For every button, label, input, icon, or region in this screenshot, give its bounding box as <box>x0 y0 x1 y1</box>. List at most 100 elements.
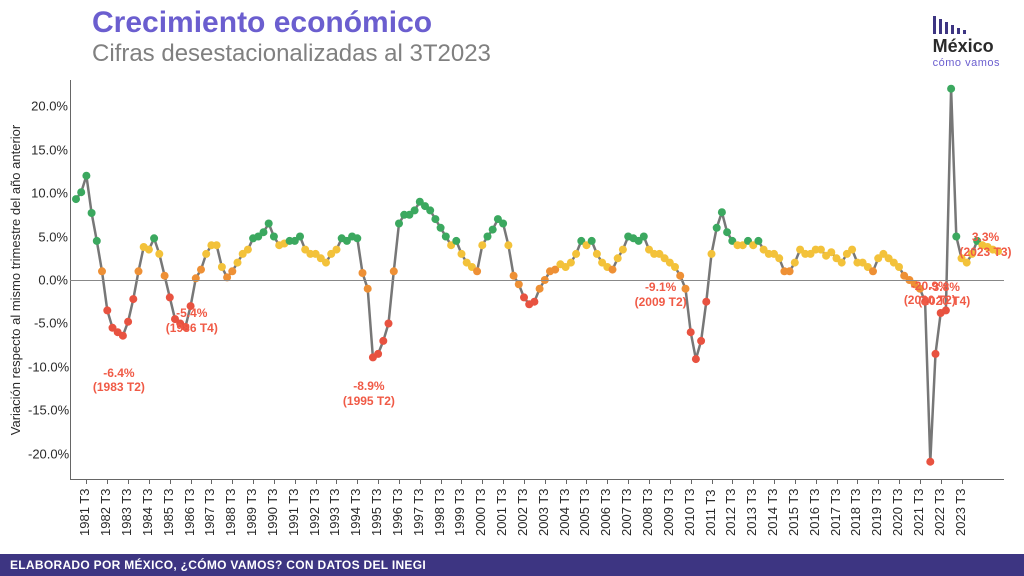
x-tick-mark <box>962 479 963 484</box>
data-point <box>213 241 221 249</box>
x-tick-mark <box>461 479 462 484</box>
x-tick-mark <box>211 479 212 484</box>
data-point <box>619 246 627 254</box>
x-tick-label: 1992 T3 <box>307 489 322 536</box>
data-point <box>567 259 575 267</box>
data-point <box>499 220 507 228</box>
x-tick-label: 2008 T3 <box>640 489 655 536</box>
x-tick-label: 1990 T3 <box>265 489 280 536</box>
x-tick-mark <box>316 479 317 484</box>
data-point <box>395 220 403 228</box>
x-tick-mark <box>628 479 629 484</box>
data-point <box>98 267 106 275</box>
data-point <box>260 228 268 236</box>
x-tick-mark <box>878 479 879 484</box>
data-point <box>353 234 361 242</box>
data-point <box>510 272 518 280</box>
chart-plot-area: -20.0%-15.0%-10.0%-5.0%0.0%5.0%10.0%15.0… <box>70 80 1004 480</box>
x-tick-label: 1994 T3 <box>348 489 363 536</box>
data-point <box>426 206 434 214</box>
x-tick-mark <box>336 479 337 484</box>
data-point <box>72 195 80 203</box>
x-tick-mark <box>670 479 671 484</box>
data-point <box>489 226 497 234</box>
x-tick-label: 2004 T3 <box>557 489 572 536</box>
data-point <box>676 272 684 280</box>
data-point <box>692 355 700 363</box>
x-tick-label: 2000 T3 <box>473 489 488 536</box>
x-tick-label: 2020 T3 <box>890 489 905 536</box>
x-tick-label: 1987 T3 <box>202 489 217 536</box>
data-point <box>708 250 716 258</box>
y-tick-label: -10.0% <box>28 359 68 374</box>
x-tick-label: 2014 T3 <box>765 489 780 536</box>
data-point <box>296 233 304 241</box>
x-tick-label: 1997 T3 <box>411 489 426 536</box>
brand-logo: México cómo vamos <box>933 16 1000 69</box>
y-tick-label: -5.0% <box>28 316 68 331</box>
data-point <box>270 233 278 241</box>
callout-annotation: -3.8%(2020 T4) <box>918 280 970 309</box>
x-tick-mark <box>274 479 275 484</box>
data-point <box>687 328 695 336</box>
data-point <box>504 241 512 249</box>
x-tick-label: 1991 T3 <box>286 489 301 536</box>
data-point <box>442 233 450 241</box>
x-tick-label: 2001 T3 <box>494 489 509 536</box>
data-point <box>411 206 419 214</box>
x-tick-mark <box>837 479 838 484</box>
x-tick-mark <box>920 479 921 484</box>
x-tick-label: 1993 T3 <box>327 489 342 536</box>
x-tick-label: 2003 T3 <box>536 489 551 536</box>
x-tick-mark <box>191 479 192 484</box>
callout-annotation: -9.1%(2009 T2) <box>635 280 687 309</box>
x-tick-label: 1983 T3 <box>119 489 134 536</box>
data-point <box>536 285 544 293</box>
y-tick-label: -15.0% <box>28 403 68 418</box>
chart-subtitle: Cifras desestacionalizadas al 3T2023 <box>92 40 491 68</box>
data-line <box>76 89 998 462</box>
x-tick-label: 2021 T3 <box>911 489 926 536</box>
data-point <box>869 267 877 275</box>
chart-title: Crecimiento económico <box>92 6 432 40</box>
data-point <box>458 250 466 258</box>
x-tick-mark <box>107 479 108 484</box>
x-tick-mark <box>774 479 775 484</box>
data-point <box>161 272 169 280</box>
chart-footer: ELABORADO POR MÉXICO, ¿CÓMO VAMOS? CON D… <box>0 554 1024 576</box>
x-tick-mark <box>566 479 567 484</box>
x-tick-label: 1985 T3 <box>161 489 176 536</box>
data-point <box>379 337 387 345</box>
x-tick-mark <box>857 479 858 484</box>
data-point <box>155 250 163 258</box>
data-point <box>359 269 367 277</box>
x-tick-mark <box>524 479 525 484</box>
data-point <box>124 318 132 326</box>
x-tick-label: 1988 T3 <box>223 489 238 536</box>
x-tick-label: 2006 T3 <box>598 489 613 536</box>
data-point <box>484 233 492 241</box>
data-point <box>478 241 486 249</box>
data-point <box>609 266 617 274</box>
x-tick-label: 2002 T3 <box>515 489 530 536</box>
x-tick-mark <box>128 479 129 484</box>
x-tick-label: 2017 T3 <box>828 489 843 536</box>
data-point <box>431 215 439 223</box>
data-point <box>817 246 825 254</box>
logo-main-text: México <box>933 36 1000 57</box>
x-tick-mark <box>399 479 400 484</box>
data-point <box>775 254 783 262</box>
data-point <box>333 246 341 254</box>
data-point <box>103 306 111 314</box>
x-tick-label: 2013 T3 <box>744 489 759 536</box>
x-tick-mark <box>357 479 358 484</box>
data-point <box>119 332 127 340</box>
data-point <box>129 295 137 303</box>
data-point <box>390 267 398 275</box>
data-point <box>150 234 158 242</box>
x-tick-mark <box>545 479 546 484</box>
zero-gridline <box>70 280 1004 281</box>
data-point <box>202 250 210 258</box>
y-tick-label: 15.0% <box>28 142 68 157</box>
x-tick-mark <box>420 479 421 484</box>
